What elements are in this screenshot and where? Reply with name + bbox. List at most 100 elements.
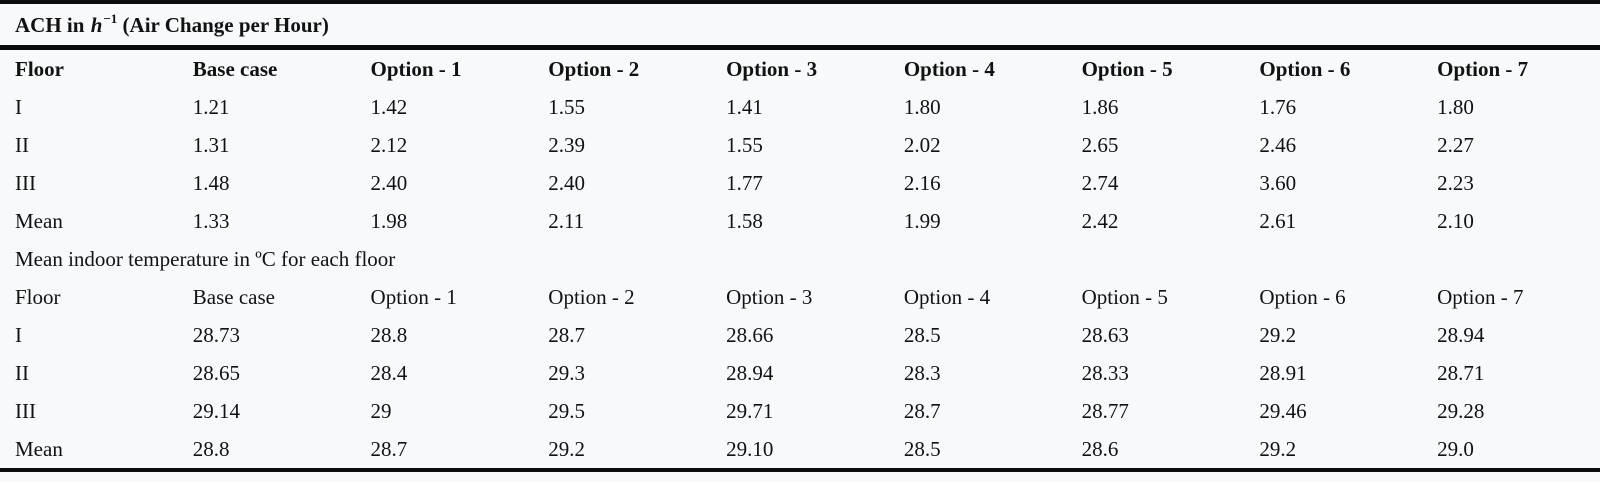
temp-value-cell: 28.77 <box>1081 398 1129 423</box>
temp-value-cell: 28.65 <box>192 360 241 385</box>
ach-section-title: ACH in h−1 (Air Change per Hour) <box>0 2 1600 50</box>
temp-row-mean: Mean 28.8 28.7 29.2 29.10 28.5 28.6 29.2… <box>0 430 1600 470</box>
temp-value-cell: 28.8 <box>192 436 230 461</box>
temp-value-cell: 29.10 <box>726 436 774 461</box>
temp-value-cell: 28.7 <box>370 436 408 461</box>
ach-col-header-base-case: Base case <box>192 56 278 81</box>
ach-value-cell: 2.12 <box>370 132 408 157</box>
temp-value-cell: 29.28 <box>1437 398 1485 423</box>
temp-row-floor-2: II 28.65 28.4 29.3 28.94 28.3 28.33 28.9… <box>0 354 1600 392</box>
ach-value-cell: 1.41 <box>726 94 763 119</box>
ach-value-cell: 2.27 <box>1437 132 1474 157</box>
temp-col-header-option-7: Option - 7 <box>1437 284 1524 309</box>
ach-title-row: ACH in h−1 (Air Change per Hour) <box>0 2 1600 50</box>
temp-value-cell: 28.33 <box>1081 360 1129 385</box>
ach-value-cell: 2.42 <box>1081 208 1119 233</box>
temp-col-header-option-6: Option - 6 <box>1259 284 1346 309</box>
ach-value-cell: 1.21 <box>192 94 230 119</box>
ach-value-cell: 2.40 <box>548 170 586 195</box>
ach-col-header-option-5: Option - 5 <box>1081 56 1173 81</box>
temp-value-cell: 28.8 <box>370 322 408 347</box>
temp-floor-label: I <box>15 322 22 347</box>
ach-value-cell: 1.77 <box>726 170 763 195</box>
ach-col-header-option-2: Option - 2 <box>548 56 640 81</box>
ach-col-header-option-7: Option - 7 <box>1437 56 1529 81</box>
ach-value-cell: 1.99 <box>903 208 941 233</box>
ach-floor-label: III <box>15 170 36 195</box>
temp-value-cell: 29.71 <box>726 398 774 423</box>
temperature-header-row: Floor Base case Option - 1 Option - 2 Op… <box>0 278 1600 316</box>
ach-col-header-option-4: Option - 4 <box>903 56 995 81</box>
temp-value-cell: 28.63 <box>1081 322 1129 347</box>
ach-value-cell: 1.76 <box>1259 94 1297 119</box>
temp-value-cell: 28.5 <box>903 322 941 347</box>
temperature-title-row: Mean indoor temperature in ºC for each f… <box>0 240 1600 278</box>
temp-row-floor-3: III 29.14 29 29.5 29.71 28.7 28.77 29.46… <box>0 392 1600 430</box>
ach-value-cell: 1.55 <box>726 132 763 157</box>
ach-floor-label: II <box>15 132 29 157</box>
ach-value-cell: 2.40 <box>370 170 408 195</box>
ach-floor-label: Mean <box>15 208 63 233</box>
ach-title-suffix: (Air Change per Hour) <box>117 12 329 37</box>
ach-value-cell: 3.60 <box>1259 170 1297 195</box>
temp-floor-label: III <box>15 398 36 423</box>
ach-value-cell: 2.23 <box>1437 170 1474 195</box>
ach-value-cell: 2.46 <box>1259 132 1297 157</box>
ach-value-cell: 1.80 <box>903 94 941 119</box>
temp-value-cell: 29.0 <box>1437 436 1474 461</box>
temp-col-header-option-4: Option - 4 <box>903 284 991 309</box>
ach-value-cell: 1.98 <box>370 208 408 233</box>
temp-value-cell: 28.7 <box>903 398 941 423</box>
temp-value-cell: 28.94 <box>1437 322 1485 347</box>
ach-value-cell: 2.74 <box>1081 170 1119 195</box>
temp-value-cell: 28.7 <box>548 322 586 347</box>
temp-col-header-option-3: Option - 3 <box>726 284 813 309</box>
temperature-section-title: Mean indoor temperature in ºC for each f… <box>15 246 396 271</box>
ach-value-cell: 2.02 <box>903 132 941 157</box>
ach-row-floor-3: III 1.48 2.40 2.40 1.77 2.16 2.74 3.60 2… <box>0 164 1600 202</box>
temp-row-floor-1: I 28.73 28.8 28.7 28.66 28.5 28.63 29.2 … <box>0 316 1600 354</box>
ach-col-header-option-6: Option - 6 <box>1259 56 1351 81</box>
temp-value-cell: 29.2 <box>548 436 586 461</box>
temp-value-cell: 29.5 <box>548 398 586 423</box>
ach-value-cell: 1.42 <box>370 94 408 119</box>
ach-value-cell: 2.65 <box>1081 132 1119 157</box>
ach-value-cell: 2.11 <box>548 208 585 233</box>
ach-col-header-floor: Floor <box>15 56 64 81</box>
ach-value-cell: 2.61 <box>1259 208 1297 233</box>
ach-col-header-option-1: Option - 1 <box>370 56 462 81</box>
ach-value-cell: 1.80 <box>1437 94 1474 119</box>
temp-value-cell: 29 <box>370 398 392 423</box>
ach-floor-label: I <box>15 94 22 119</box>
temp-value-cell: 29.46 <box>1259 398 1307 423</box>
temp-value-cell: 29.14 <box>192 398 241 423</box>
ach-header-row: Floor Base case Option - 1 Option - 2 Op… <box>0 48 1600 89</box>
temp-value-cell: 29.2 <box>1259 436 1297 461</box>
ach-value-cell: 2.39 <box>548 132 586 157</box>
ach-value-cell: 1.58 <box>726 208 763 233</box>
temp-value-cell: 28.5 <box>903 436 941 461</box>
ach-row-mean: Mean 1.33 1.98 2.11 1.58 1.99 2.42 2.61 … <box>0 202 1600 240</box>
results-table: ACH in h−1 (Air Change per Hour) Floor B… <box>0 0 1600 472</box>
temp-col-header-option-5: Option - 5 <box>1081 284 1168 309</box>
temp-value-cell: 28.91 <box>1259 360 1307 385</box>
temp-value-cell: 28.66 <box>726 322 774 347</box>
ach-row-floor-1: I 1.21 1.42 1.55 1.41 1.80 1.86 1.76 1.8… <box>0 88 1600 126</box>
temp-col-header-floor: Floor <box>15 284 61 309</box>
temp-value-cell: 29.2 <box>1259 322 1297 347</box>
ach-value-cell: 2.10 <box>1437 208 1474 233</box>
ach-row-floor-2: II 1.31 2.12 2.39 1.55 2.02 2.65 2.46 2.… <box>0 126 1600 164</box>
temp-value-cell: 28.4 <box>370 360 408 385</box>
temp-floor-label: Mean <box>15 436 63 461</box>
ach-value-cell: 1.48 <box>192 170 230 195</box>
temp-value-cell: 28.73 <box>192 322 241 347</box>
temp-value-cell: 29.3 <box>548 360 586 385</box>
ach-title-prefix: ACH in <box>15 12 90 37</box>
temp-col-header-base-case: Base case <box>192 284 275 309</box>
temp-value-cell: 28.71 <box>1437 360 1485 385</box>
temp-col-header-option-1: Option - 1 <box>370 284 457 309</box>
ach-title-exponent: −1 <box>103 10 118 26</box>
ach-value-cell: 2.16 <box>903 170 941 195</box>
temp-floor-label: II <box>15 360 29 385</box>
ach-value-cell: 1.31 <box>192 132 230 157</box>
